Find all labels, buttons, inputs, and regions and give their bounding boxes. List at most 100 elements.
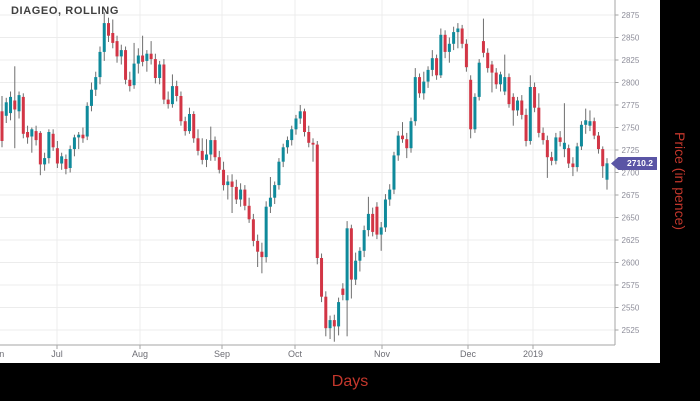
candle-body — [477, 62, 481, 97]
candle-body — [281, 147, 285, 162]
x-tick-label: Jul — [51, 349, 63, 359]
candle-body — [213, 140, 217, 158]
candle-body — [524, 114, 528, 141]
y-tick-label: 2600 — [622, 259, 640, 268]
candle-body — [102, 23, 106, 52]
last-price-badge: 2710.2 — [611, 157, 657, 170]
candle-body — [579, 124, 583, 147]
candle-body — [43, 158, 47, 165]
candle-body — [349, 228, 353, 280]
y-tick-label: 2800 — [622, 79, 640, 88]
candle-body — [409, 121, 413, 149]
candle-body — [533, 87, 537, 108]
chart-panel: DIAGEO, ROLLING 2875 2850 2825 2800 2775 2750… — [0, 0, 660, 363]
candle-body — [473, 96, 477, 130]
x-tick-label: Nov — [374, 349, 391, 359]
candle-body — [383, 199, 387, 228]
candle-body — [51, 133, 55, 148]
candle-body — [498, 74, 502, 85]
candle-body — [567, 148, 571, 164]
y-axis-title-strip: Price (in pence) — [660, 0, 700, 363]
candle-body — [47, 132, 51, 159]
candle-body — [528, 87, 532, 141]
candle-body — [192, 114, 196, 139]
y-tick-label: 2775 — [622, 101, 640, 110]
candle-body — [332, 320, 336, 327]
candle-body — [511, 96, 515, 111]
candle-body — [345, 228, 349, 301]
candle-body — [247, 205, 251, 220]
candle-body — [426, 69, 430, 82]
candle-body — [77, 134, 81, 138]
y-tick-label: 2675 — [622, 191, 640, 200]
candle-body — [196, 138, 200, 151]
last-price-value: 2710.2 — [627, 158, 653, 168]
candle-body — [226, 181, 230, 186]
candle-body — [337, 302, 341, 327]
candle-body — [107, 23, 111, 36]
candle-body — [443, 34, 447, 52]
chart-title: DIAGEO, ROLLING — [11, 5, 119, 17]
candle-body — [379, 227, 383, 235]
y-tick-label: 2625 — [622, 236, 640, 245]
candle-body — [324, 296, 328, 329]
candle-body — [520, 100, 524, 115]
candle-body — [562, 142, 566, 150]
candle-body — [418, 77, 422, 94]
candle-body — [494, 72, 498, 85]
candle-body — [34, 131, 38, 141]
candle-body — [460, 28, 464, 44]
candle-body — [584, 120, 588, 125]
candle-body — [388, 189, 392, 200]
candle-body — [537, 107, 541, 133]
candle-body — [115, 41, 119, 57]
candle-body — [170, 86, 174, 105]
y-tick-label: 2525 — [622, 326, 640, 335]
candle-body — [21, 96, 25, 134]
candle-body — [64, 159, 68, 169]
candle-body — [217, 157, 221, 170]
candle-body — [285, 140, 289, 148]
candle-body — [464, 43, 468, 68]
candle-body — [430, 58, 434, 70]
candle-body — [375, 206, 379, 235]
candle-body — [264, 206, 268, 258]
x-tick-label: 2019 — [523, 349, 543, 359]
candlestick-chart[interactable]: 2875 2850 2825 2800 2775 2750 2725 2700 2675 2650… — [0, 0, 660, 363]
candle-body — [439, 34, 443, 76]
candle-body — [596, 135, 600, 150]
candle-body — [55, 148, 59, 164]
candle-body — [435, 58, 439, 76]
candle-body — [230, 181, 234, 187]
candle-body — [128, 79, 132, 87]
candle-body — [256, 240, 260, 252]
candle-body — [601, 149, 605, 167]
candle-body — [149, 53, 153, 60]
candle-body — [307, 132, 311, 143]
y-tick-label: 2725 — [622, 146, 640, 155]
candle-body — [0, 111, 4, 141]
candle-body — [486, 52, 490, 69]
candle-body — [179, 96, 183, 122]
candle-body — [200, 150, 204, 160]
candle-body — [358, 250, 362, 261]
candle-body — [507, 77, 511, 105]
y-tick-label: 2850 — [622, 34, 640, 43]
candle-body — [481, 41, 485, 53]
candle-body — [205, 154, 209, 160]
candle-body — [456, 28, 460, 33]
candle-body — [175, 86, 179, 96]
candle-body — [158, 64, 162, 78]
candle-body — [354, 260, 358, 280]
candle-body — [145, 53, 149, 61]
y-tick-label: 2875 — [622, 11, 640, 20]
candle-body — [13, 100, 17, 110]
candle-body — [26, 132, 30, 138]
candle-body — [298, 111, 302, 119]
candle-body — [81, 134, 85, 139]
candle-body — [166, 99, 170, 105]
candle-body — [94, 77, 98, 90]
candle-body — [413, 77, 417, 122]
candle-body — [550, 157, 554, 161]
candle-body — [447, 43, 451, 52]
